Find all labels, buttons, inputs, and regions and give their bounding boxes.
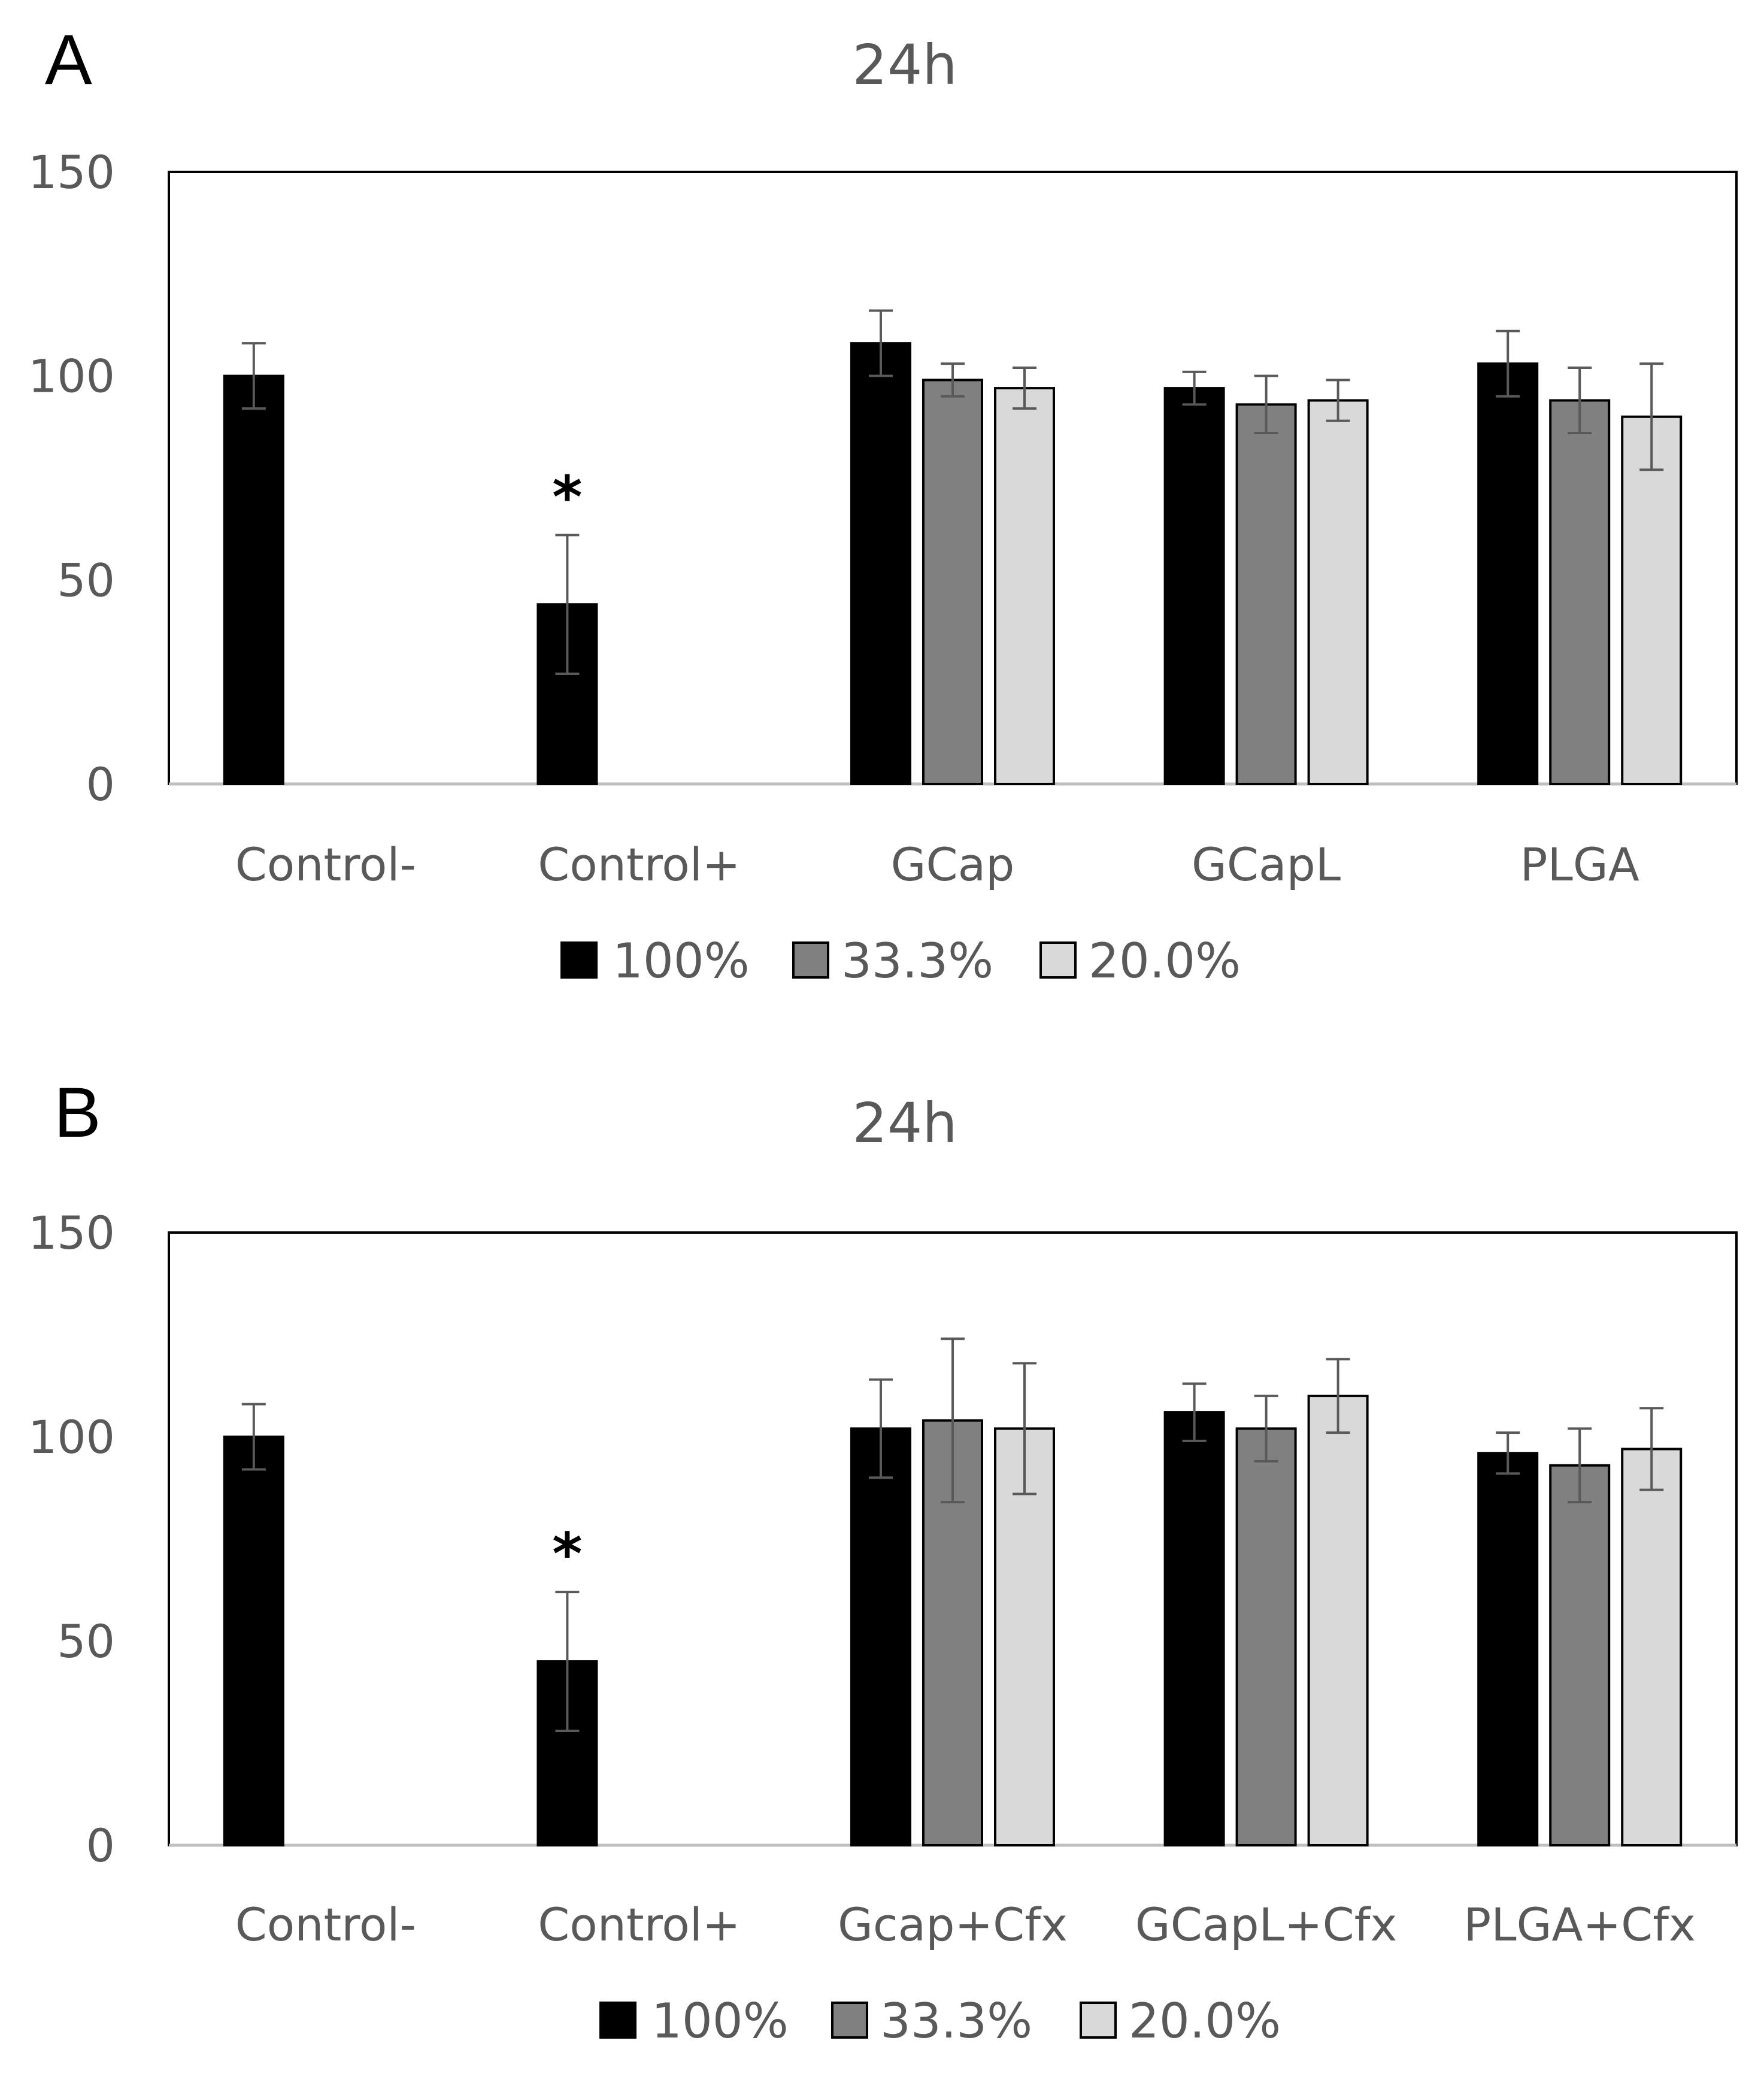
panel-a-bar [223,374,284,785]
panel-a-legend-label: 20.0% [1089,933,1241,989]
panel-a-ytick-label: 100 [28,350,115,403]
panel-b-bar [994,1427,1055,1847]
panel-b-bar [850,1427,911,1847]
panel-b-ytick-label: 0 [86,1819,115,1872]
panel-b-category-label: Gcap+Cfx [838,1898,1068,1951]
panel-b-legend-swatch [1080,2002,1117,2039]
panel-a-legend-swatch [1039,941,1077,979]
panel-b-legend-label: 20.0% [1129,1993,1281,2049]
panel-a-category-label: GCap [891,838,1015,891]
panel-b-category-label: GCapL+Cfx [1135,1898,1398,1951]
panel-b-bar [1477,1452,1539,1846]
panel-b-category-label: Control+ [538,1898,740,1951]
panel-a-legend-label: 33.3% [841,933,993,989]
panel-a-chart: A 24h 0 50 100 150 Control- * Control+ GCap GCapL P… [28,20,1738,989]
panel-b-legend: 100% 33.3% 20.0% [599,1993,1281,2049]
panel-a-legend-swatch [560,941,598,979]
panel-b-significance-mark: * [552,1521,582,1588]
panel-b-bar [1621,1448,1683,1846]
panel-b-letter: B [54,1073,101,1152]
panel-b-legend-label: 33.3% [880,1993,1032,2049]
panel-b-category-label: PLGA+Cfx [1463,1898,1696,1951]
panel-a-significance-mark: * [552,464,582,531]
panel-a-category-label: PLGA [1520,838,1639,891]
panel-a-bar [1235,403,1297,785]
panel-b-bar [1549,1464,1611,1846]
panel-b-bar [1163,1411,1225,1847]
panel-b-ytick-label: 50 [57,1615,115,1668]
panel-b-title: 24h [852,1091,957,1155]
panel-a-bar [1307,399,1369,785]
panel-a-bar [1621,415,1683,785]
panel-b-category-label: Control- [235,1898,416,1951]
panel-b-legend-swatch [599,2002,637,2039]
panel-b-bar [1307,1394,1369,1847]
panel-a-category-label: Control+ [538,838,740,891]
panel-a-bar [850,342,911,785]
panel-a-letter: A [45,20,92,99]
panel-a-category-label: Control- [235,838,416,891]
panel-a-legend: 100% 33.3% 20.0% [560,933,1241,989]
panel-a-ytick-label: 150 [28,146,115,199]
panel-a-legend-swatch [792,941,829,979]
panel-b-chart: B 24h 0 50 100 150 Control- * Control+ Gcap+Cfx GC… [28,1073,1738,2049]
panel-a-bar [1477,362,1539,785]
panel-b-legend-swatch [831,2002,868,2039]
panel-a-category-label: GCapL [1192,838,1341,891]
panel-a-bar [922,379,983,785]
panel-a-title: 24h [852,33,957,97]
panel-a-legend-label: 100% [613,933,750,989]
panel-b-bar [223,1436,284,1846]
panel-a-bar [1163,387,1225,785]
panel-a-bar [1549,399,1611,785]
panel-a-ytick-label: 50 [57,553,115,607]
panel-b-ytick-label: 150 [28,1206,115,1260]
panel-b-ytick-label: 100 [28,1410,115,1464]
panel-b-legend-label: 100% [651,1993,789,2049]
panel-a-ytick-label: 0 [86,758,115,811]
panel-a-bar [994,387,1055,785]
panel-b-bar [1235,1427,1297,1847]
